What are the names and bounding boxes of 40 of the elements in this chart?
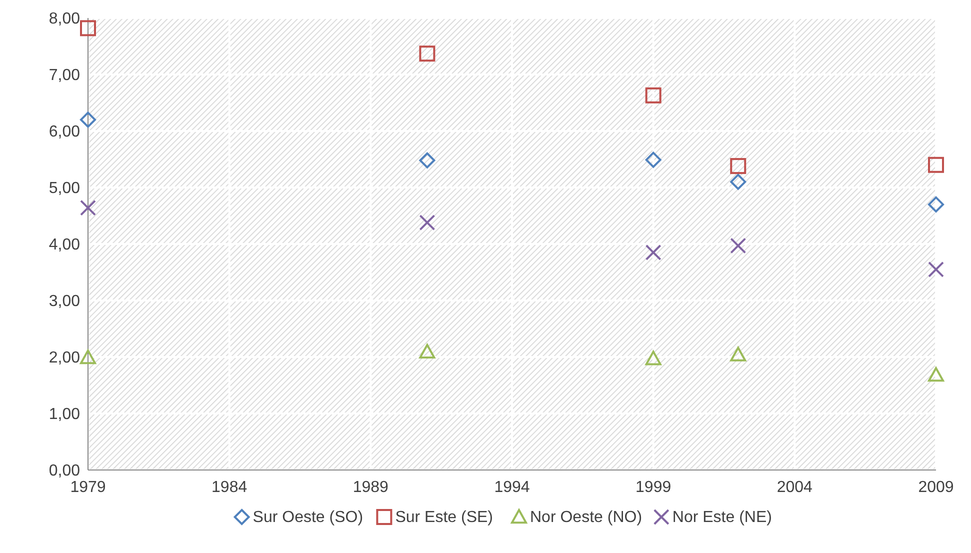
x-tick-label: 1979 [70, 479, 106, 496]
point [419, 344, 436, 359]
y-tick-label: 5,00 [48, 180, 80, 198]
legend-label: Sur Este (SE) [395, 509, 494, 526]
point [80, 350, 96, 364]
x-tick-label: 1999 [636, 479, 672, 496]
y-tick-label: 4,00 [48, 236, 80, 254]
y-tick-label: 1,00 [48, 406, 80, 424]
point [419, 214, 436, 231]
y-tick-label: 6,00 [48, 124, 80, 141]
point [730, 174, 746, 190]
y-tick-label: 8,00 [48, 10, 80, 28]
x-tick-label: 1984 [212, 479, 248, 496]
legend-label: Nor Este (NE) [672, 509, 772, 526]
point [645, 350, 662, 366]
legend-label: Sur Oeste (SO) [252, 509, 364, 526]
point [80, 112, 96, 128]
legend-label: Nor Oeste (NO) [530, 509, 642, 526]
y-tick-label: 3,00 [48, 293, 80, 310]
y-tick-label: 0,00 [48, 462, 80, 480]
x-tick-label: 2004 [776, 479, 813, 496]
x-tick-label: 1989 [352, 479, 389, 496]
point [645, 87, 662, 104]
point [928, 196, 944, 212]
point [80, 200, 96, 216]
y-tick-label: 2,00 [48, 350, 80, 367]
point [645, 244, 662, 260]
point [419, 152, 436, 168]
point [928, 156, 944, 173]
point [645, 152, 662, 168]
point [80, 20, 96, 36]
point [730, 238, 746, 254]
point [730, 158, 746, 174]
point [730, 346, 746, 362]
point [928, 261, 944, 278]
x-tick-label: 1994 [494, 479, 530, 496]
point [928, 367, 944, 382]
point [419, 46, 436, 62]
y-tick-label: 7,00 [48, 67, 80, 84]
x-tick-label: 2009 [918, 479, 954, 496]
